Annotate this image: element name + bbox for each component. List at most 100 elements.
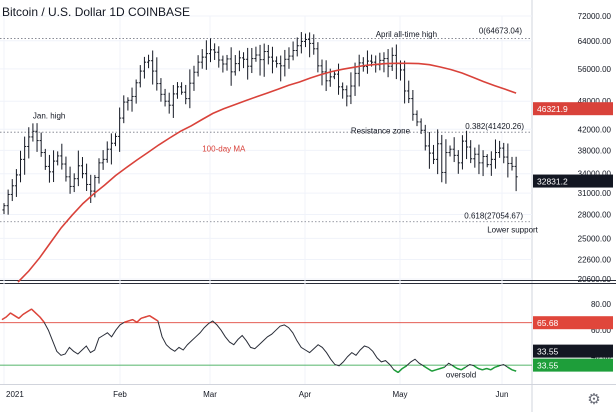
price-tag-text: 65.68 [537,318,559,328]
ohlc-bar [208,38,213,63]
rsi-overbought-segment [18,313,24,319]
ohlc-bar [270,46,275,74]
ohlc-bar [171,85,175,118]
ohlc-bar [118,107,122,152]
price-tag-text: 32831.2 [537,177,568,187]
ohlc-bar [361,57,365,72]
ohlc-bar [357,54,361,87]
rsi-oversold-segment [431,369,437,372]
rsi-overbought-segment [149,315,155,319]
ohlc-bar [390,47,394,71]
rsi-overbought-segment [26,308,32,313]
rsi-overbought-segment [5,312,11,318]
ohlc-bar [233,55,237,76]
y-tick-label: 48000.00 [578,97,612,106]
ohlc-bar [142,56,147,79]
ohlc-bar [51,150,56,183]
rsi-oversold-segment [440,366,445,370]
ohlc-bar [68,166,72,194]
x-tick-label: Mar [203,390,217,399]
y-tick-label: 42000.00 [578,125,612,134]
rsi-overbought-segment [14,315,20,319]
ohlc-bar [192,65,196,91]
price-tag-bg [533,102,613,116]
ohlc-bar [341,82,345,99]
rsi-overbought-segment [10,312,16,317]
ohlc-bar [151,50,155,85]
ohlc-bar [72,173,76,193]
ohlc-bar [308,32,312,58]
ohlc-bar [10,179,14,202]
ohlc-bar [419,118,423,135]
fib-level-label: 0(64673.04) [479,27,522,36]
ohlc-bar [175,82,180,99]
ohlc-bar [254,46,258,62]
fib-level-label: 0.382(41420.26) [465,122,524,131]
ohlc-bar [469,140,473,164]
chart-annotation: Resistance zone [351,126,411,135]
ohlc-bar [221,55,225,73]
y-tick-label: 34000.00 [578,170,612,179]
ohlc-bar [204,40,208,70]
rsi-overbought-segment [30,308,37,314]
ohlc-bar [324,60,328,92]
ohlc-bar [101,150,105,170]
ohlc-bar [60,143,64,170]
ohlc-bar [122,95,126,124]
ohlc-bar [109,133,113,165]
rsi-oversold-segment [486,367,492,371]
ohlc-bar [464,130,469,160]
ohlc-bar [427,132,431,169]
price-tag-text: 33.55 [537,361,559,371]
ohlc-bar [291,41,295,61]
ohlc-bar [56,151,60,166]
rsi-y-tick-label: 80.00 [591,300,612,309]
rsi-oversold-segment [452,365,458,370]
x-tick-label: May [392,390,407,399]
ohlc-bar [35,123,39,152]
ohlc-bar [295,37,299,57]
rsi-overbought-tag: 65.68 [533,316,613,330]
ohlc-bar [6,189,10,215]
ohlc-bar [423,124,427,151]
ohlc-bar [506,143,510,178]
ohlc-bar [303,33,308,48]
ma-100-line [17,62,517,283]
last-price-tag: 32831.2 [533,174,613,188]
ohlc-bar [287,47,291,69]
y-tick-label: 31000.00 [578,189,612,198]
ohlc-bar [502,142,506,164]
ohlc-bar [179,82,184,95]
ohlc-bar [514,156,518,192]
x-tick-label: Apr [299,390,312,399]
price-tag-text: 46321.9 [537,104,568,114]
ohlc-bar [200,49,204,69]
ohlc-bar [477,144,481,175]
rsi-oversold-segment [511,369,517,372]
ohlc-bar [258,44,262,76]
chart-annotation: oversold [446,371,476,380]
ohlc-bar [159,78,163,102]
ohlc-bar [184,84,188,105]
ohlc-bar [14,169,18,197]
ohlc-bar [64,156,68,182]
rsi-oversold-segment [507,366,513,371]
ohlc-bar [23,136,27,175]
ohlc-bar [316,42,320,73]
ohlc-bar [452,137,456,163]
chart-annotation: Lower support [487,226,538,235]
y-tick-label: 64000.00 [578,37,612,46]
ohlc-bar [85,163,89,191]
rsi-y-tick-label: 60.00 [591,326,612,335]
rsi-overbought-segment [140,316,146,320]
gear-icon[interactable]: ⚙ [587,391,601,408]
chart-annotation: 100-day MA [202,144,246,153]
x-tick-label: Jun [496,390,509,399]
ohlc-bar [279,55,283,82]
ohlc-bar [498,140,502,158]
rsi-overbought-segment [22,311,28,315]
ohlc-bar [237,50,242,72]
